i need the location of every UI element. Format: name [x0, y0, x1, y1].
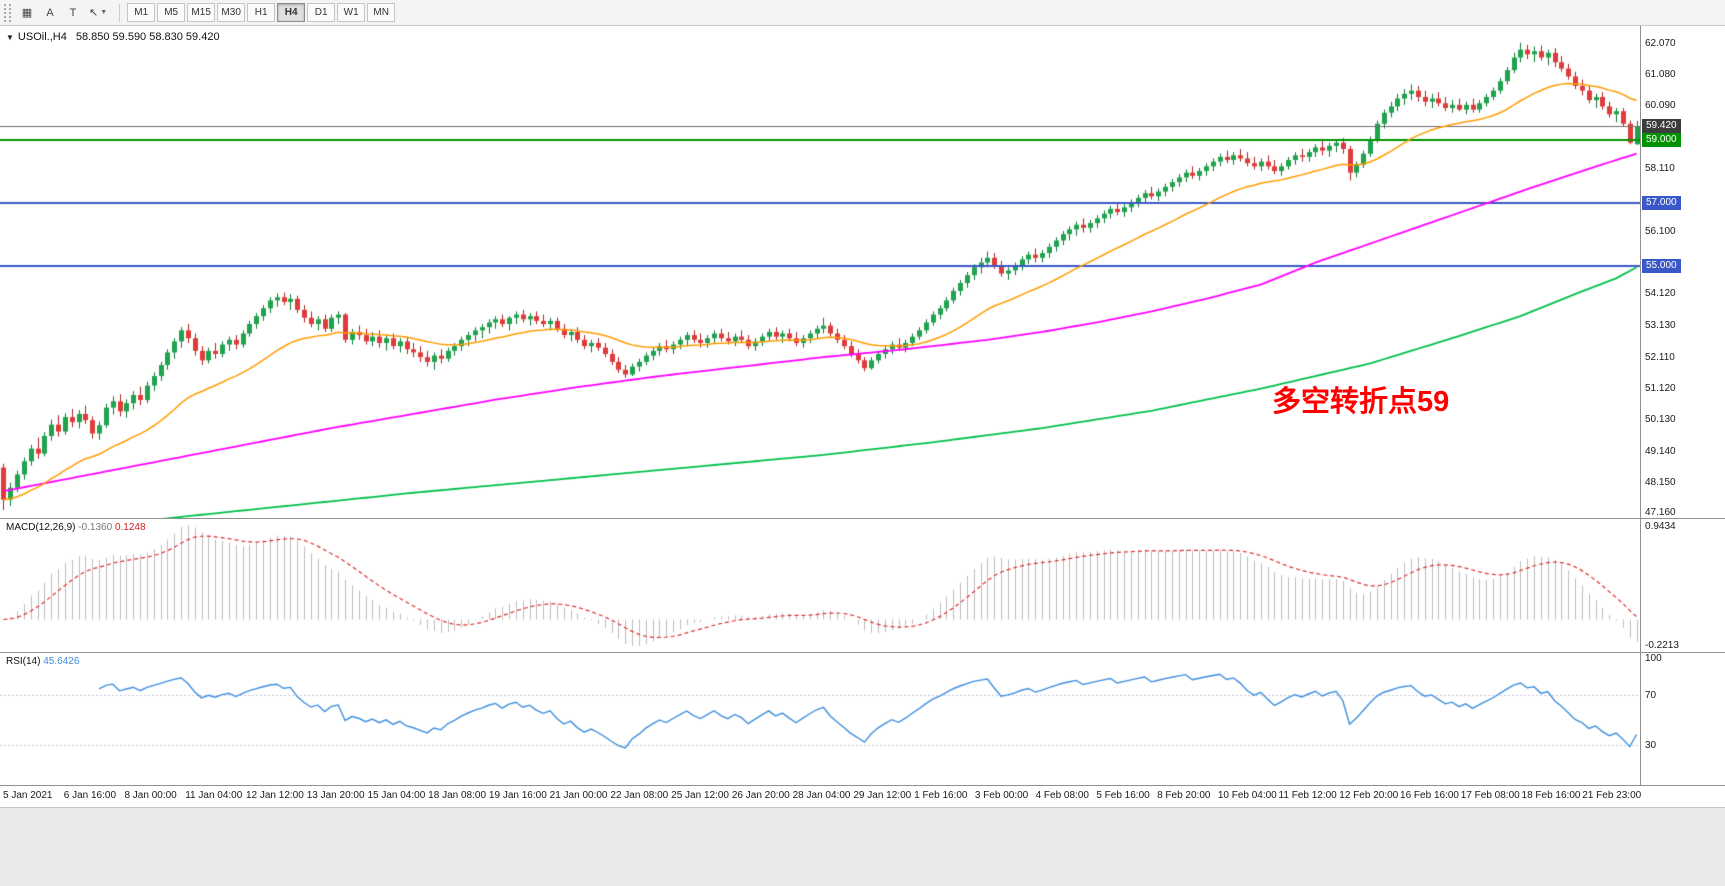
- macd-signal-value: 0.1248: [114, 522, 146, 533]
- chart-text-annotation: 多空转折点59: [1272, 386, 1450, 418]
- macd-label: MACD(12,26,9) -0.1360 0.1248: [6, 522, 146, 533]
- time-axis-label: 13 Jan 20:00: [306, 790, 365, 801]
- time-axis-label: 1 Feb 16:00: [914, 790, 968, 801]
- timeframe-button-m30[interactable]: M30: [217, 3, 246, 22]
- price-axis-label: 47.160: [1645, 507, 1676, 518]
- time-axis-label: 11 Jan 04:00: [185, 790, 243, 801]
- macd-pane: MACD(12,26,9) -0.1360 0.1248 0.9434 -0.22…: [0, 519, 1725, 653]
- text-tool-button[interactable]: T: [69, 6, 77, 19]
- timeframe-button-m5[interactable]: M5: [157, 3, 186, 22]
- macd-main-value: -0.1360: [78, 522, 113, 533]
- time-axis-label: 29 Jan 12:00: [853, 790, 912, 801]
- chart-title: ▼ USOil.,H4 58.850 59.590 58.830 59.420: [6, 31, 220, 43]
- hline-57-badge: 57.000: [1642, 195, 1681, 210]
- current-price-line-badge: 59.420: [1642, 119, 1681, 134]
- time-axis-label: 21 Feb 23:00: [1582, 790, 1642, 801]
- time-axis-label: 11 Feb 12:00: [1278, 790, 1337, 801]
- ohlc-values: 58.850 59.590 58.830 59.420: [75, 31, 220, 43]
- rsi-axis-label: 30: [1645, 740, 1657, 752]
- timeframe-button-h1[interactable]: H1: [247, 3, 276, 22]
- time-axis-label: 8 Jan 00:00: [124, 790, 177, 801]
- time-axis-label: 19 Jan 16:00: [488, 790, 547, 801]
- time-axis-label: 5 Feb 16:00: [1096, 790, 1150, 801]
- time-axis-label: 12 Feb 20:00: [1339, 790, 1399, 801]
- rsi-canvas[interactable]: [0, 653, 1640, 785]
- time-axis-label: 18 Jan 08:00: [428, 790, 486, 801]
- time-axis-label: 18 Feb 16:00: [1521, 790, 1581, 801]
- toolbar-separator: [119, 3, 121, 22]
- rsi-value: 45.6426: [43, 656, 80, 667]
- timeframe-button-w1[interactable]: W1: [337, 3, 366, 22]
- chevron-down-icon: ▼: [100, 9, 108, 16]
- rsi-label: RSI(14) 45.6426: [6, 656, 79, 667]
- price-axis-label: 48.150: [1645, 476, 1676, 488]
- timeframe-button-m15[interactable]: M15: [187, 3, 216, 22]
- timeframe-button-h4[interactable]: H4: [277, 3, 306, 22]
- price-axis-label: 58.110: [1645, 162, 1675, 174]
- macd-canvas[interactable]: [0, 519, 1640, 652]
- macd-axis: 0.9434 -0.2213: [1640, 519, 1725, 652]
- hline-55-badge: 55.000: [1642, 258, 1681, 273]
- time-axis-label: 26 Jan 20:00: [731, 790, 790, 801]
- symbol-period-label: USOil.,H4: [17, 31, 67, 43]
- bottom-strip: [0, 807, 1725, 886]
- macd-axis-min-label: -0.2213: [1645, 640, 1679, 651]
- price-axis-label: 52.110: [1645, 351, 1675, 363]
- price-axis-label: 54.120: [1645, 288, 1676, 300]
- time-axis-label: 8 Feb 20:00: [1157, 790, 1211, 801]
- time-axis-label: 3 Feb 00:00: [974, 790, 1029, 801]
- price-chart-canvas[interactable]: [0, 26, 1640, 518]
- time-axis-label: 12 Jan 12:00: [245, 790, 304, 801]
- rsi-axis-label: 100: [1645, 653, 1662, 664]
- price-axis: 62.070 61.080 60.090 58.110 56.100 54.120 53.1…: [1640, 26, 1725, 518]
- price-axis-label: 61.080: [1645, 68, 1676, 80]
- time-axis: 5 Jan 2021 6 Jan 16:00 8 Jan 00:00 11 Jan 0…: [0, 786, 1725, 807]
- timeframe-button-group: M1 M5 M15 M30 H1 H4 D1 W1 MN: [127, 3, 397, 22]
- rsi-pane: RSI(14) 45.6426 100 70 30: [0, 653, 1725, 786]
- annotation-tool-a-button[interactable]: A: [46, 6, 54, 19]
- time-axis-label: 15 Jan 04:00: [367, 790, 426, 801]
- time-axis-label: 5 Jan 2021: [3, 790, 53, 801]
- time-axis-label: 25 Jan 12:00: [671, 790, 729, 801]
- rsi-name: RSI(14): [6, 656, 41, 667]
- time-axis-label: 21 Jan 00:00: [549, 790, 608, 801]
- macd-axis-max-label: 0.9434: [1645, 521, 1676, 532]
- toolbar-drag-handle[interactable]: [4, 3, 11, 22]
- time-axis-label: 17 Feb 08:00: [1460, 790, 1520, 801]
- price-axis-label: 53.130: [1645, 319, 1676, 331]
- price-axis-label: 50.130: [1645, 414, 1676, 426]
- price-axis-label: 62.070: [1645, 37, 1676, 49]
- chart-grid-icon[interactable]: ▦: [21, 7, 33, 19]
- cursor-icon: ↖: [89, 7, 99, 19]
- rsi-axis: 100 70 30: [1640, 653, 1725, 785]
- macd-name: MACD(12,26,9): [6, 522, 76, 533]
- time-axis-label: 16 Feb 16:00: [1400, 790, 1459, 801]
- chart-menu-triangle-icon[interactable]: ▼: [6, 33, 14, 42]
- top-toolbar: ▦ A T ↖ ▼ M1 M5 M15 M30 H1 H4 D1 W1 MN: [0, 0, 1725, 26]
- price-axis-label: 51.120: [1645, 383, 1676, 395]
- price-pane: ▼ USOil.,H4 58.850 59.590 58.830 59.420 多空…: [0, 26, 1725, 519]
- timeframe-button-m1[interactable]: M1: [127, 3, 156, 22]
- time-axis-label: 28 Jan 04:00: [792, 790, 851, 801]
- time-axis-label: 10 Feb 04:00: [1217, 790, 1277, 801]
- time-axis-label: 6 Jan 16:00: [63, 790, 116, 801]
- price-axis-label: 56.100: [1645, 226, 1676, 237]
- price-axis-label: 60.090: [1645, 100, 1676, 112]
- price-axis-label: 49.140: [1645, 445, 1676, 457]
- time-axis-label: 22 Jan 08:00: [610, 790, 669, 801]
- rsi-axis-label: 70: [1645, 690, 1657, 702]
- time-axis-label: 4 Feb 08:00: [1035, 790, 1089, 801]
- timeframe-button-d1[interactable]: D1: [307, 3, 336, 22]
- hline-59-badge: 59.000: [1642, 132, 1681, 147]
- timeframe-button-mn[interactable]: MN: [367, 3, 396, 22]
- chart-tools-dropdown[interactable]: ↖ ▼: [85, 3, 111, 22]
